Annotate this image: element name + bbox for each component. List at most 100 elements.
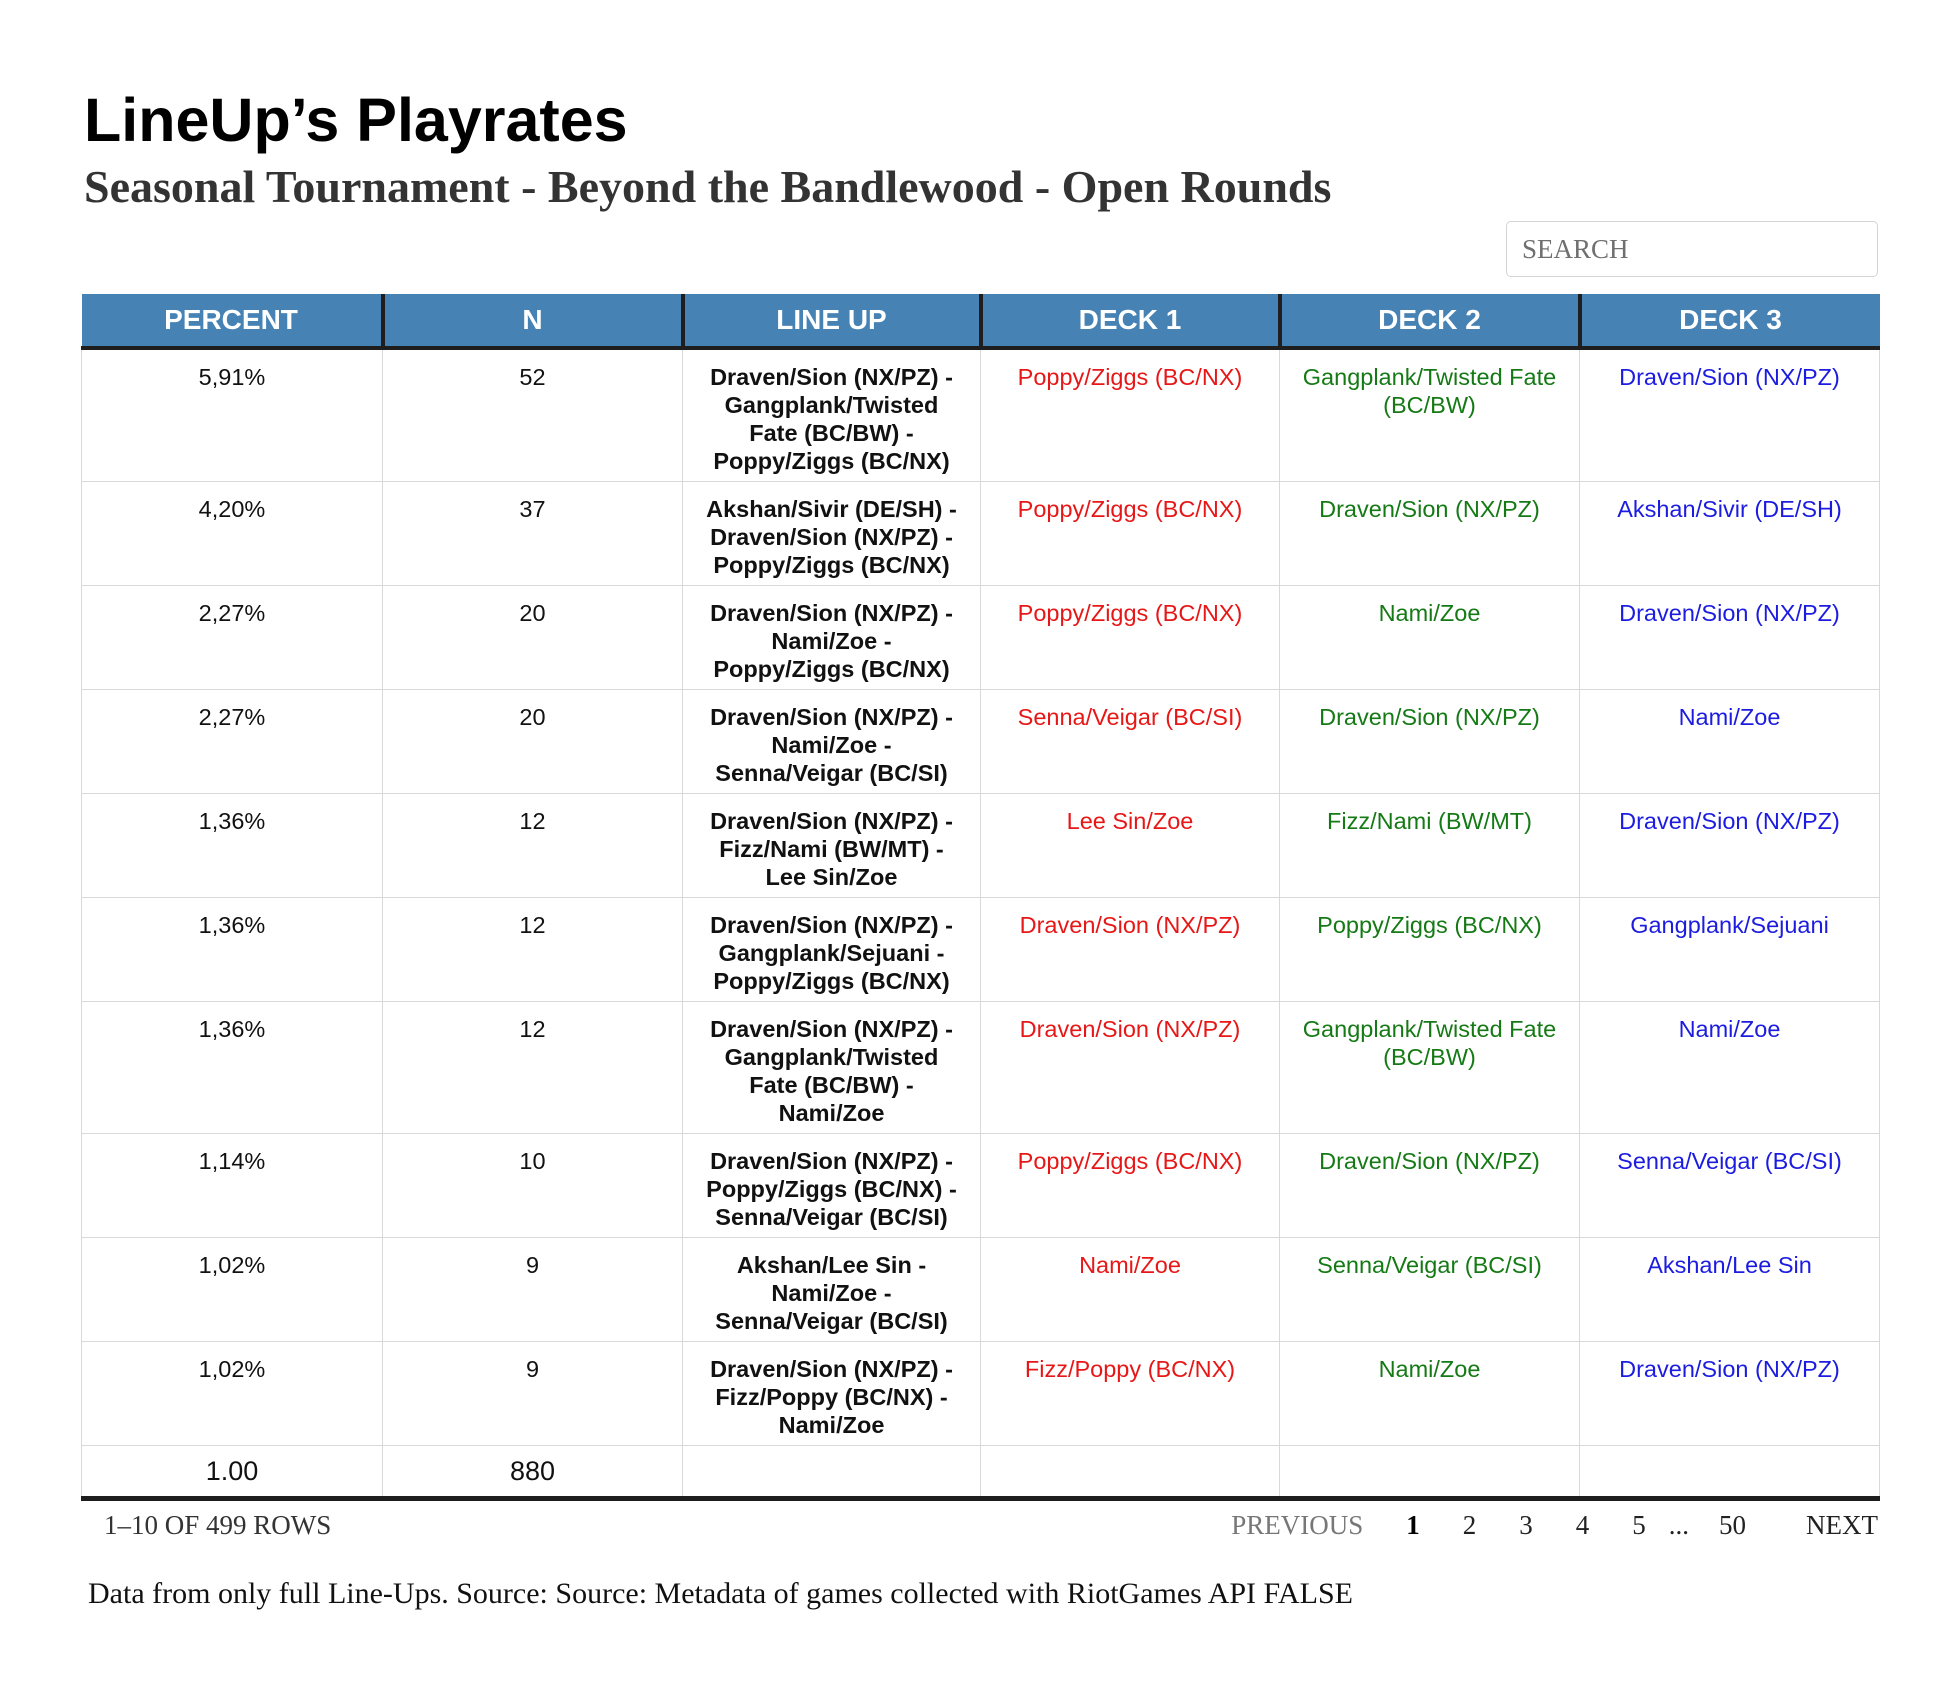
pagination-ellipsis: ...	[1668, 1510, 1690, 1540]
cell-deck-3: Draven/Sion (NX/PZ)	[1579, 585, 1880, 690]
cell-percent: 2,27%	[81, 689, 383, 794]
cell-lineup: Draven/Sion (NX/PZ) - Gangplank/Twisted …	[682, 1001, 981, 1134]
cell-deck-3: Draven/Sion (NX/PZ)	[1579, 793, 1880, 898]
cell-deck-2: Draven/Sion (NX/PZ)	[1279, 1133, 1580, 1238]
cell-deck-2: Poppy/Ziggs (BC/NX)	[1279, 897, 1580, 1002]
cell-n: 9	[382, 1237, 683, 1342]
cell-n: 12	[382, 897, 683, 1002]
cell-n: 12	[382, 793, 683, 898]
cell-percent: 5,91%	[81, 347, 383, 482]
table-total-row: 1.00 880	[81, 1445, 1880, 1501]
cell-deck-1: Draven/Sion (NX/PZ)	[980, 897, 1280, 1002]
total-percent: 1.00	[81, 1445, 383, 1501]
page-button-5[interactable]: 5	[1632, 1510, 1646, 1540]
total-empty-cell	[682, 1445, 981, 1501]
table-header-row: PERCENT N LINE UP DECK 1 DECK 2 DECK 3	[81, 294, 1880, 350]
row-count-summary: 1–10 OF 499 ROWS	[104, 1510, 332, 1540]
total-empty-cell	[980, 1445, 1280, 1501]
cell-deck-2: Draven/Sion (NX/PZ)	[1279, 481, 1580, 586]
pagination: PREVIOUS 1 2 3 4 5 ... 50 NEXT	[1231, 1508, 1878, 1542]
page-subtitle: Seasonal Tournament - Beyond the Bandlew…	[84, 161, 1332, 212]
cell-n: 12	[382, 1001, 683, 1134]
page-button-4[interactable]: 4	[1575, 1510, 1590, 1540]
cell-deck-1: Poppy/Ziggs (BC/NX)	[980, 347, 1280, 482]
cell-percent: 1,14%	[81, 1133, 383, 1238]
cell-lineup: Draven/Sion (NX/PZ) - Nami/Zoe - Senna/V…	[682, 689, 981, 794]
cell-percent: 1,36%	[81, 1001, 383, 1134]
cell-deck-1: Fizz/Poppy (BC/NX)	[980, 1341, 1280, 1446]
cell-deck-3: Gangplank/Sejuani	[1579, 897, 1880, 1002]
column-header-lineup[interactable]: LINE UP	[680, 294, 981, 350]
cell-percent: 1,02%	[81, 1341, 383, 1446]
page-button-2[interactable]: 2	[1462, 1510, 1477, 1540]
cell-percent: 4,20%	[81, 481, 383, 586]
cell-lineup: Akshan/Sivir (DE/SH) - Draven/Sion (NX/P…	[682, 481, 981, 586]
table-row: 1,36% 12 Draven/Sion (NX/PZ) - Gangplank…	[81, 897, 1880, 1002]
cell-n: 20	[382, 585, 683, 690]
cell-deck-1: Poppy/Ziggs (BC/NX)	[980, 585, 1280, 690]
cell-lineup: Akshan/Lee Sin - Nami/Zoe - Senna/Veigar…	[682, 1237, 981, 1342]
source-footnote: Data from only full Line-Ups. Source: So…	[88, 1577, 1353, 1610]
cell-lineup: Draven/Sion (NX/PZ) - Gangplank/Twisted …	[682, 347, 981, 482]
column-header-deck-2[interactable]: DECK 2	[1277, 294, 1580, 350]
table-row: 1,36% 12 Draven/Sion (NX/PZ) - Gangplank…	[81, 1001, 1880, 1134]
table-row: 1,14% 10 Draven/Sion (NX/PZ) - Poppy/Zig…	[81, 1133, 1880, 1238]
table-header: PERCENT N LINE UP DECK 1 DECK 2 DECK 3	[81, 294, 1880, 350]
page-button-1[interactable]: 1	[1406, 1510, 1420, 1540]
cell-n: 10	[382, 1133, 683, 1238]
cell-deck-1: Poppy/Ziggs (BC/NX)	[980, 1133, 1280, 1238]
cell-percent: 2,27%	[81, 585, 383, 690]
cell-percent: 1,02%	[81, 1237, 383, 1342]
column-header-deck-1[interactable]: DECK 1	[978, 294, 1280, 350]
cell-deck-1: Senna/Veigar (BC/SI)	[980, 689, 1280, 794]
cell-deck-2: Gangplank/Twisted Fate (BC/BW)	[1279, 347, 1580, 482]
total-n: 880	[382, 1445, 683, 1501]
column-header-percent[interactable]: PERCENT	[81, 294, 383, 350]
cell-n: 52	[382, 347, 683, 482]
cell-deck-3: Draven/Sion (NX/PZ)	[1579, 347, 1880, 482]
total-empty-cell	[1279, 1445, 1580, 1501]
table-row: 1,02% 9 Akshan/Lee Sin - Nami/Zoe - Senn…	[81, 1237, 1880, 1342]
table-row: 2,27% 20 Draven/Sion (NX/PZ) - Nami/Zoe …	[81, 689, 1880, 794]
table-row: 5,91% 52 Draven/Sion (NX/PZ) - Gangplank…	[81, 347, 1880, 482]
page-button-3[interactable]: 3	[1519, 1510, 1533, 1540]
total-empty-cell	[1579, 1445, 1880, 1501]
cell-deck-1: Draven/Sion (NX/PZ)	[980, 1001, 1280, 1134]
cell-n: 9	[382, 1341, 683, 1446]
cell-lineup: Draven/Sion (NX/PZ) - Gangplank/Sejuani …	[682, 897, 981, 1002]
page-button-last[interactable]: 50	[1719, 1510, 1747, 1540]
cell-deck-1: Nami/Zoe	[980, 1237, 1280, 1342]
cell-deck-3: Akshan/Sivir (DE/SH)	[1579, 481, 1880, 586]
table-row: 4,20% 37 Akshan/Sivir (DE/SH) - Draven/S…	[81, 481, 1880, 586]
cell-deck-3: Draven/Sion (NX/PZ)	[1579, 1341, 1880, 1446]
cell-n: 37	[382, 481, 683, 586]
table-row: 2,27% 20 Draven/Sion (NX/PZ) - Nami/Zoe …	[81, 585, 1880, 690]
cell-deck-2: Nami/Zoe	[1279, 585, 1580, 690]
cell-lineup: Draven/Sion (NX/PZ) - Nami/Zoe - Poppy/Z…	[682, 585, 981, 690]
page-title: LineUp’s Playrates	[84, 86, 628, 154]
cell-lineup: Draven/Sion (NX/PZ) - Fizz/Nami (BW/MT) …	[682, 793, 981, 898]
cell-deck-2: Fizz/Nami (BW/MT)	[1279, 793, 1580, 898]
cell-deck-2: Gangplank/Twisted Fate (BC/BW)	[1279, 1001, 1580, 1134]
cell-deck-1: Lee Sin/Zoe	[980, 793, 1280, 898]
cell-deck-2: Nami/Zoe	[1279, 1341, 1580, 1446]
column-header-n[interactable]: N	[380, 294, 683, 350]
cell-deck-2: Senna/Veigar (BC/SI)	[1279, 1237, 1580, 1342]
cell-deck-3: Senna/Veigar (BC/SI)	[1579, 1133, 1880, 1238]
cell-deck-3: Nami/Zoe	[1579, 1001, 1880, 1134]
cell-n: 20	[382, 689, 683, 794]
cell-deck-1: Poppy/Ziggs (BC/NX)	[980, 481, 1280, 586]
previous-page-button[interactable]: PREVIOUS	[1231, 1510, 1364, 1540]
cell-lineup: Draven/Sion (NX/PZ) - Poppy/Ziggs (BC/NX…	[682, 1133, 981, 1238]
column-header-deck-3[interactable]: DECK 3	[1577, 294, 1880, 350]
cell-percent: 1,36%	[81, 897, 383, 1002]
table-body: 5,91% 52 Draven/Sion (NX/PZ) - Gangplank…	[81, 347, 1880, 1501]
next-page-button[interactable]: NEXT	[1806, 1510, 1878, 1540]
cell-deck-3: Akshan/Lee Sin	[1579, 1237, 1880, 1342]
cell-deck-2: Draven/Sion (NX/PZ)	[1279, 689, 1580, 794]
cell-lineup: Draven/Sion (NX/PZ) - Fizz/Poppy (BC/NX)…	[682, 1341, 981, 1446]
cell-deck-3: Nami/Zoe	[1579, 689, 1880, 794]
table-row: 1,36% 12 Draven/Sion (NX/PZ) - Fizz/Nami…	[81, 793, 1880, 898]
playrates-table: PERCENT N LINE UP DECK 1 DECK 2 DECK 3 5…	[81, 294, 1880, 1501]
search-input[interactable]	[1506, 221, 1878, 277]
